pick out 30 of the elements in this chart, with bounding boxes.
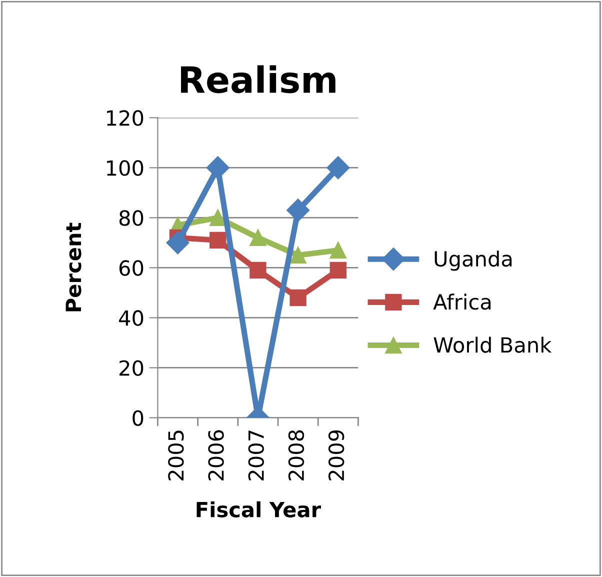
y-tick-label: 40	[119, 310, 144, 326]
y-tick-label: 100	[107, 160, 144, 176]
y-tick-label: 60	[119, 260, 144, 276]
point	[330, 262, 346, 279]
point	[286, 198, 310, 222]
point	[290, 289, 306, 306]
point	[326, 156, 350, 180]
x-axis-title: Fiscal Year	[196, 501, 322, 518]
point	[250, 262, 266, 279]
point	[290, 246, 306, 264]
point	[330, 242, 346, 259]
x-tick-label: 2009	[328, 430, 344, 480]
y-tick-label: 120	[107, 110, 144, 126]
point	[210, 209, 226, 226]
point	[166, 231, 190, 254]
x-tick-label: 2005	[168, 430, 184, 480]
x-tick-label: 2007	[248, 430, 264, 480]
point	[250, 229, 266, 246]
legend-label: Uganda	[434, 250, 512, 271]
legend-label: World Bank	[434, 336, 552, 353]
y-tick-label: 0	[132, 410, 144, 426]
x-tick-label: 2008	[288, 430, 304, 480]
point	[206, 156, 230, 180]
y-axis-title: Percent	[66, 222, 82, 312]
y-tick-label: 80	[119, 210, 144, 226]
y-tick-label: 20	[120, 360, 144, 376]
point	[210, 232, 226, 249]
chart-title: Realism	[181, 65, 336, 94]
x-tick-label: 2006	[208, 430, 224, 480]
legend-label: Africa	[433, 294, 491, 310]
